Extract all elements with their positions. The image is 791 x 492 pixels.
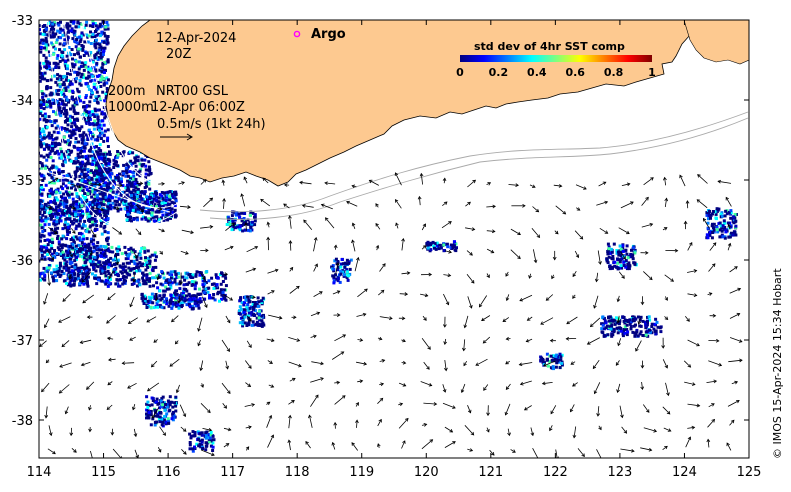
x-tick-label: 125 — [737, 465, 762, 480]
colorbar-tick-label: 0.2 — [489, 66, 509, 79]
y-tick-label: -36 — [12, 254, 33, 269]
colorbar-tick-label: 0.8 — [604, 66, 624, 79]
x-tick-label: 122 — [543, 465, 568, 480]
y-tick-label: -37 — [12, 334, 33, 349]
analysis-time-label: 12-Apr 06:00Z — [151, 100, 245, 115]
y-axis: -33 -34 -35 -36 -37 -38 — [12, 14, 749, 429]
y-tick-label: -33 — [12, 14, 33, 29]
y-tick-label: -34 — [12, 94, 33, 109]
sst-std-dev-patches — [39, 20, 738, 453]
bathymetry-contours — [199, 111, 749, 220]
product-label: NRT00 GSL — [156, 84, 229, 99]
colorbar-tick-label: 0.4 — [527, 66, 547, 79]
isobath-200-label: 200m — [108, 84, 145, 99]
x-axis: 114 115 116 117 118 119 120 121 122 123 124 125 — [27, 20, 762, 480]
colorbar-tick-label: 0 — [456, 66, 464, 79]
x-tick-label: 121 — [478, 465, 503, 480]
coastal-island — [683, 20, 749, 65]
x-tick-label: 119 — [349, 465, 374, 480]
colorbar-ticks: 0 0.2 0.4 0.6 0.8 1 — [456, 66, 656, 79]
x-tick-label: 123 — [607, 465, 632, 480]
argo-legend-label: Argo — [311, 27, 346, 42]
x-tick-label: 120 — [414, 465, 439, 480]
credit-label: © IMOS 15-Apr-2024 15:34 Hobart — [771, 268, 784, 459]
isobath-lines — [39, 20, 186, 229]
x-tick-label: 116 — [156, 465, 181, 480]
x-tick-label: 118 — [285, 465, 310, 480]
scale-arrow — [160, 133, 193, 141]
scale-label: 0.5m/s (1kt 24h) — [157, 117, 266, 132]
colorbar-tick-label: 0.6 — [565, 66, 585, 79]
current-vectors — [39, 172, 743, 458]
isobath-1000-label: 1000m — [108, 100, 154, 115]
colorbar-tick-label: 1 — [648, 66, 656, 79]
plot-frame — [38, 19, 750, 459]
colorbar — [460, 55, 652, 62]
x-tick-label: 117 — [220, 465, 245, 480]
x-tick-label: 114 — [27, 465, 52, 480]
time-label: 20Z — [166, 47, 192, 62]
x-tick-label: 124 — [672, 465, 697, 480]
x-tick-label: 115 — [91, 465, 116, 480]
argo-marker-icon — [293, 30, 301, 38]
date-label: 12-Apr-2024 — [156, 31, 236, 46]
y-tick-label: -35 — [12, 174, 33, 189]
y-tick-label: -38 — [12, 414, 33, 429]
colorbar-title: std dev of 4hr SST comp — [474, 40, 625, 53]
